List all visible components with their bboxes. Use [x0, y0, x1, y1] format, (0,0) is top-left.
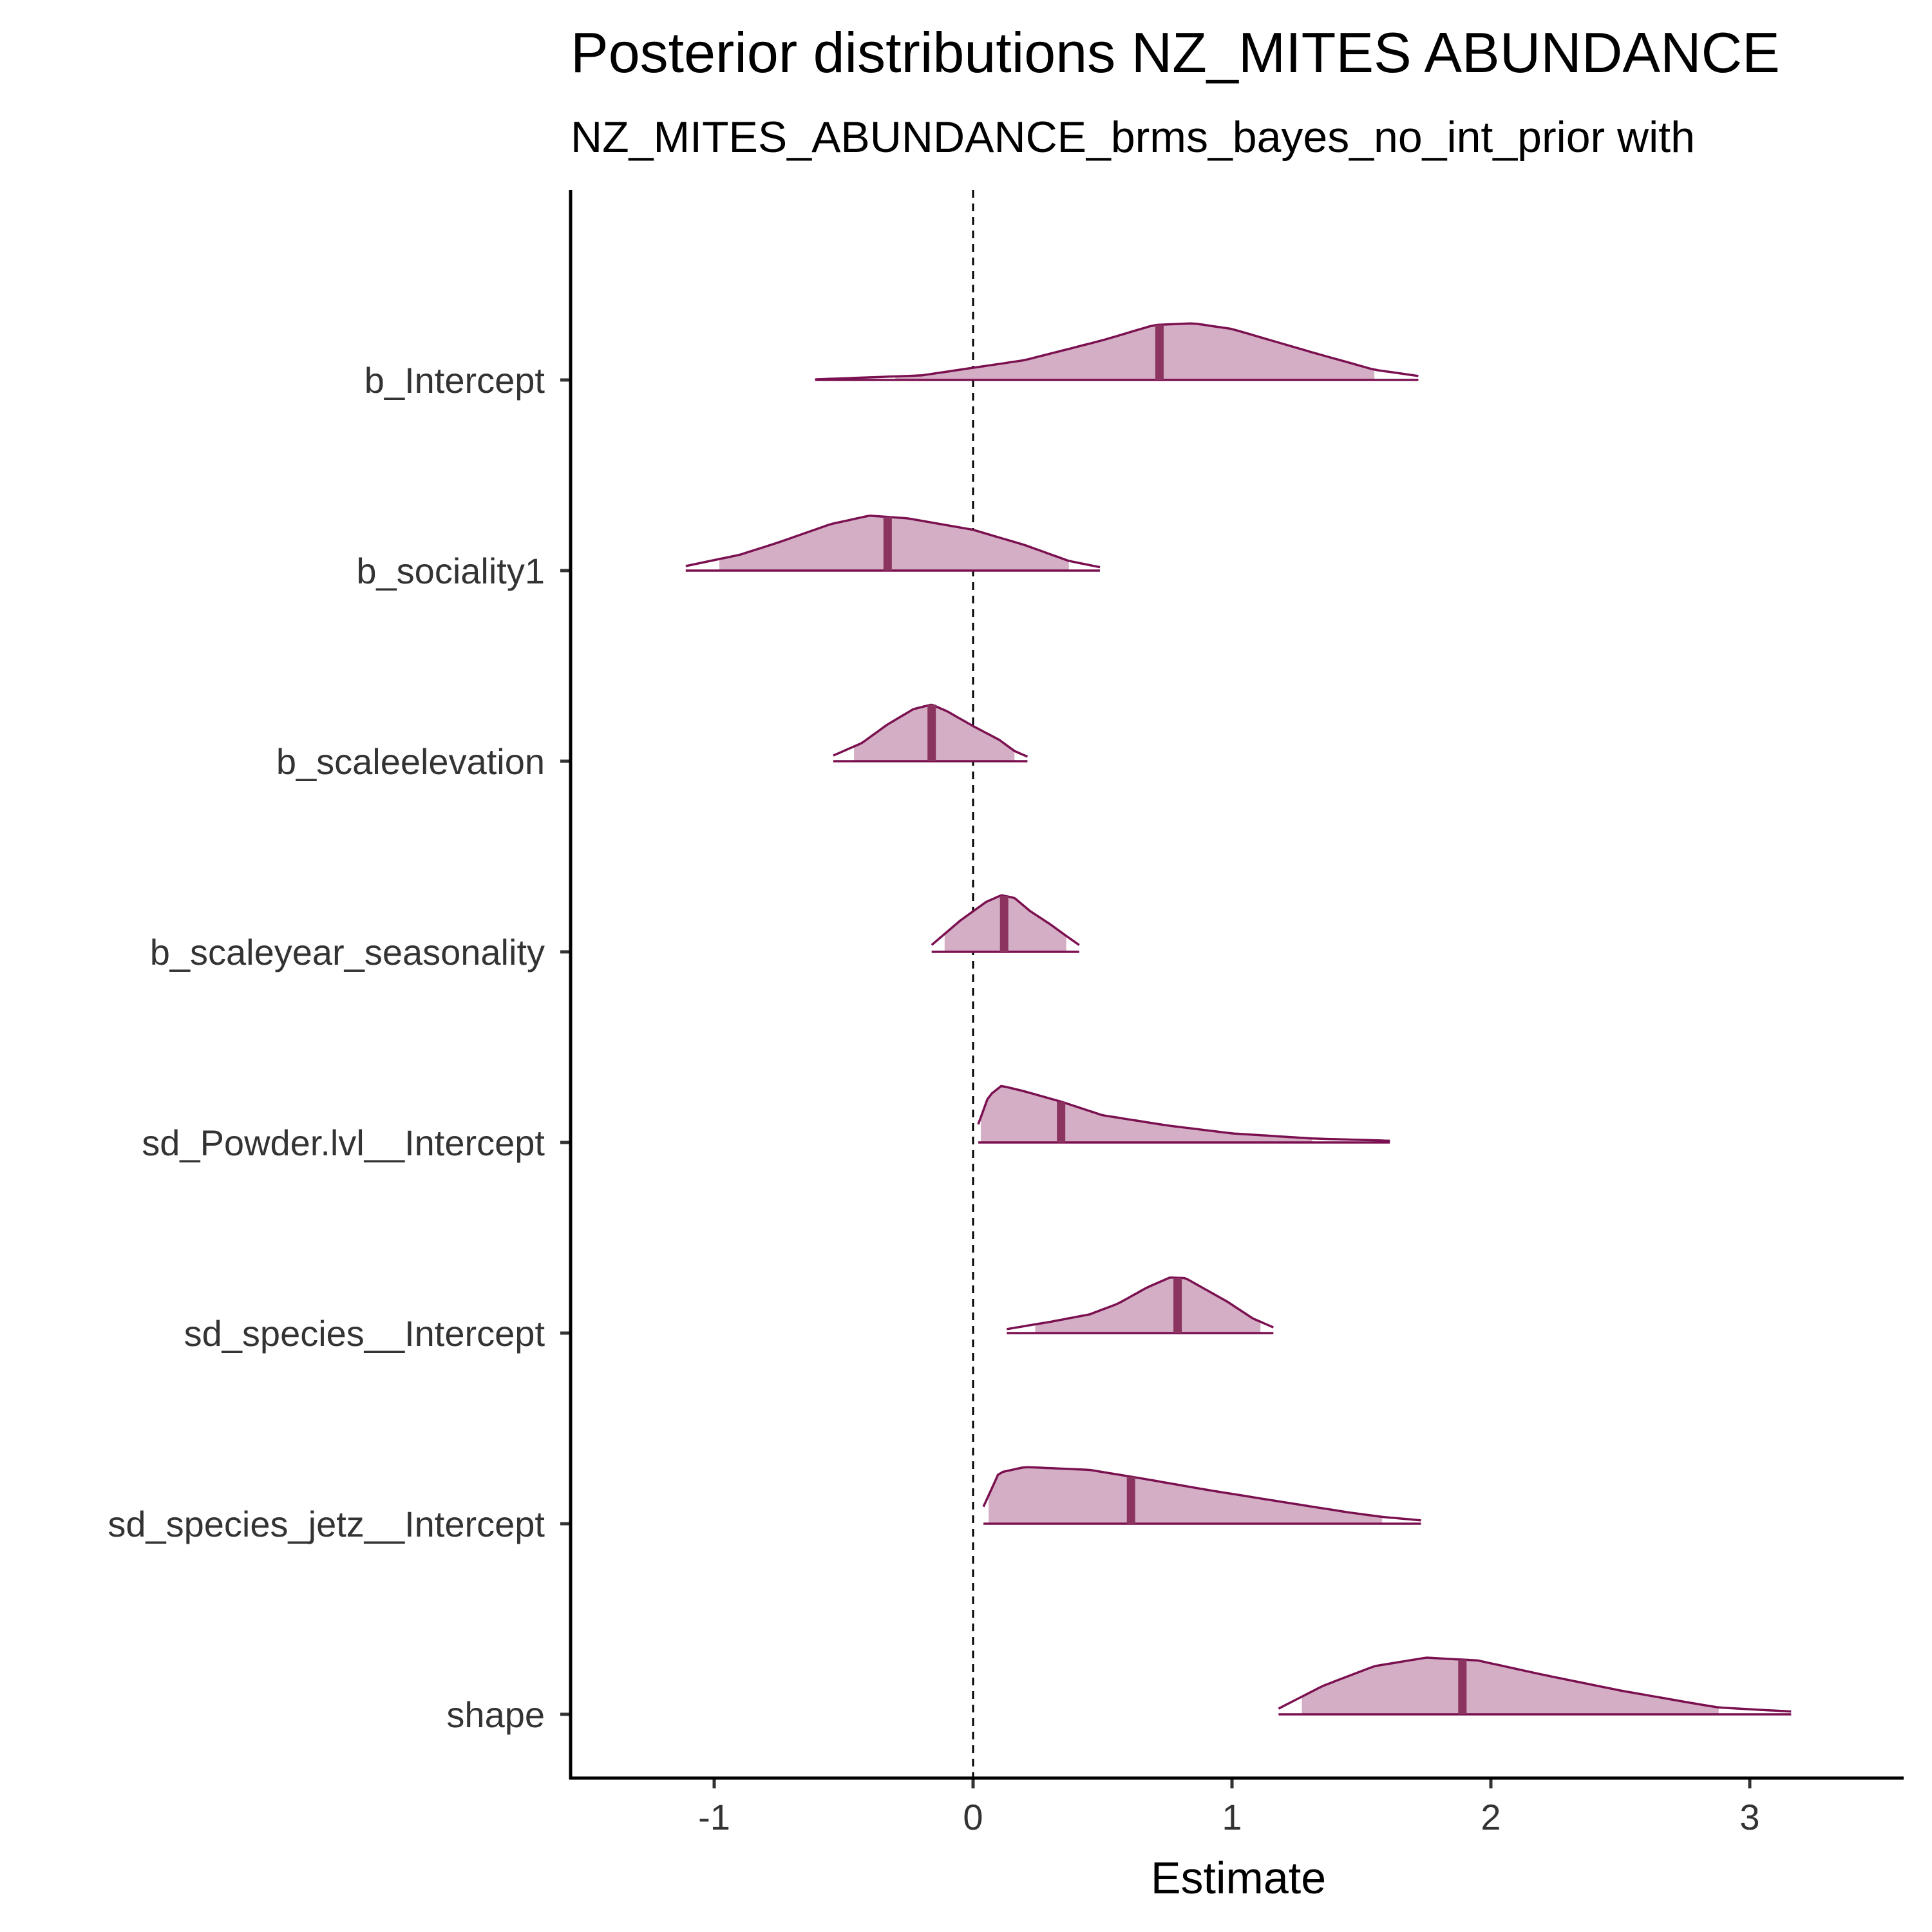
x-tick-label: 1 [1222, 1797, 1242, 1837]
x-tick-label: -1 [698, 1797, 730, 1837]
density-ridge [1278, 1656, 1792, 1716]
density-ridge [931, 894, 1080, 953]
interval-fill [895, 323, 1375, 380]
y-tick-label: b_scaleyear_seasonality [150, 932, 545, 972]
chart-subtitle: NZ_MITES_ABUNDANCE_brms_bayes_no_int_pri… [571, 113, 1695, 162]
y-tick-label: sd_species__Intercept [184, 1313, 545, 1354]
density-ridge [815, 322, 1419, 381]
x-tick-label: 0 [963, 1797, 983, 1837]
density-outline [685, 514, 1101, 569]
density-outline [977, 1084, 1390, 1142]
interval-fill [981, 1086, 1312, 1142]
density-ridge [1007, 1276, 1274, 1334]
y-tick-label: b_sociality1 [356, 551, 545, 591]
x-axis-label: Estimate [1151, 1853, 1326, 1903]
density-ridge [833, 703, 1028, 762]
x-tick-label: 3 [1739, 1797, 1759, 1837]
chart-title: Posterior distributions NZ_MITES ABUNDAN… [571, 21, 1780, 84]
interval-fill [1302, 1658, 1719, 1714]
density-ridge [982, 1466, 1421, 1525]
interval-fill [719, 515, 1069, 571]
y-tick-label: sd_Powder.lvl__Intercept [142, 1122, 545, 1163]
interval-fill [989, 1467, 1383, 1524]
y-tick-label: b_scaleelevation [276, 741, 545, 782]
interval-fill [1035, 1277, 1261, 1333]
x-tick-label: 2 [1481, 1797, 1501, 1837]
density-ridge [685, 514, 1101, 572]
plot-area: -1 0 1 2 3 b_Intercept b_sociality1 b_scaleelev… [108, 190, 1792, 1837]
density-outline [1007, 1276, 1274, 1331]
y-tick-label: b_Intercept [365, 360, 545, 401]
density-outline [1278, 1656, 1792, 1713]
y-tick-label: sd_species_jetz__Intercept [108, 1504, 545, 1544]
density-outline [815, 322, 1419, 381]
density-ridge [977, 1084, 1390, 1144]
density-outline [982, 1466, 1421, 1522]
y-tick-label: shape [446, 1694, 545, 1735]
